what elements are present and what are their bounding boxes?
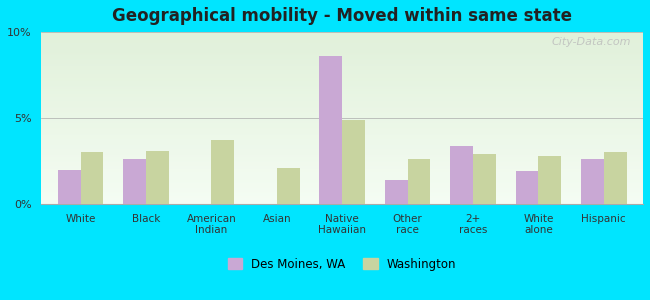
Bar [408, 159, 430, 204]
Bar [123, 159, 146, 204]
Legend: Des Moines, WA, Washington: Des Moines, WA, Washington [223, 253, 462, 275]
Bar [146, 151, 169, 204]
Bar [604, 152, 627, 204]
Bar [538, 156, 562, 204]
Bar [277, 168, 300, 204]
Bar [342, 120, 365, 204]
Bar [581, 159, 604, 204]
Text: City-Data.com: City-Data.com [551, 37, 631, 47]
Bar [450, 146, 473, 204]
Bar [211, 140, 234, 204]
Bar [515, 171, 538, 204]
Bar [473, 154, 496, 204]
Bar [319, 56, 342, 204]
Bar [81, 152, 103, 204]
Bar [385, 180, 408, 204]
Bar [58, 169, 81, 204]
Title: Geographical mobility - Moved within same state: Geographical mobility - Moved within sam… [112, 7, 572, 25]
